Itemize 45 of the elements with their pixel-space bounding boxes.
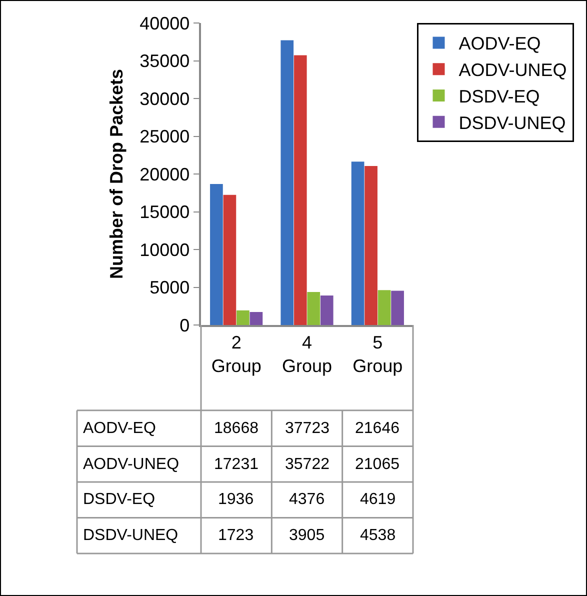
- data-label: 17231: [214, 456, 259, 473]
- x-tick-label: 2 Group: [211, 332, 262, 376]
- legend-label: DSDV-EQ: [458, 86, 540, 107]
- text: AODV-UNEQ: [83, 456, 180, 473]
- data-label: 21646: [355, 420, 400, 437]
- data-label: 35722: [285, 456, 330, 473]
- text: DSDV-EQ: [83, 491, 156, 508]
- bar: [307, 292, 320, 325]
- legend-label: DSDV-UNEQ: [458, 112, 566, 133]
- y-tick-label: 40000: [140, 13, 190, 34]
- bar: [294, 55, 307, 325]
- y-tick-label: 20000: [140, 164, 190, 184]
- bar: [378, 290, 391, 325]
- data-label: 37723: [285, 420, 330, 437]
- bar: [364, 166, 378, 325]
- x-tick-label: 4 Group: [282, 332, 332, 376]
- bar: [250, 312, 263, 325]
- legend-label: AODV-UNEQ: [458, 60, 567, 80]
- bar: [320, 296, 334, 325]
- data-label: 3905: [289, 527, 325, 544]
- bar: [210, 184, 223, 325]
- bar: [391, 290, 404, 325]
- y-tick-label: 0: [180, 315, 190, 336]
- bar: [223, 194, 236, 325]
- data-label: 4619: [360, 491, 396, 508]
- data-label: 4538: [360, 527, 396, 544]
- bar: [236, 310, 250, 325]
- data-label: 1723: [218, 527, 254, 544]
- legend-label: AODV-EQ: [458, 34, 541, 54]
- y-tick-label: 30000: [140, 88, 190, 109]
- text: DSDV-UNEQ: [83, 527, 178, 544]
- y-tick-label: 5000: [150, 278, 190, 298]
- data-label: 21065: [355, 456, 400, 473]
- bar: [351, 162, 364, 325]
- data-label: 18668: [214, 420, 259, 437]
- y-tick-label: 15000: [140, 202, 190, 222]
- y-tick-label: 25000: [140, 126, 190, 147]
- x-tick-label: 5 Group: [352, 332, 403, 376]
- text: AODV-EQ: [83, 420, 156, 437]
- data-label: 4376: [289, 491, 325, 508]
- y-axis-title: Number of Drop Packets: [106, 68, 126, 280]
- y-tick-label: 35000: [140, 51, 190, 72]
- bar: [280, 40, 294, 325]
- y-tick-label: 10000: [140, 240, 190, 260]
- data-label: 1936: [218, 491, 254, 508]
